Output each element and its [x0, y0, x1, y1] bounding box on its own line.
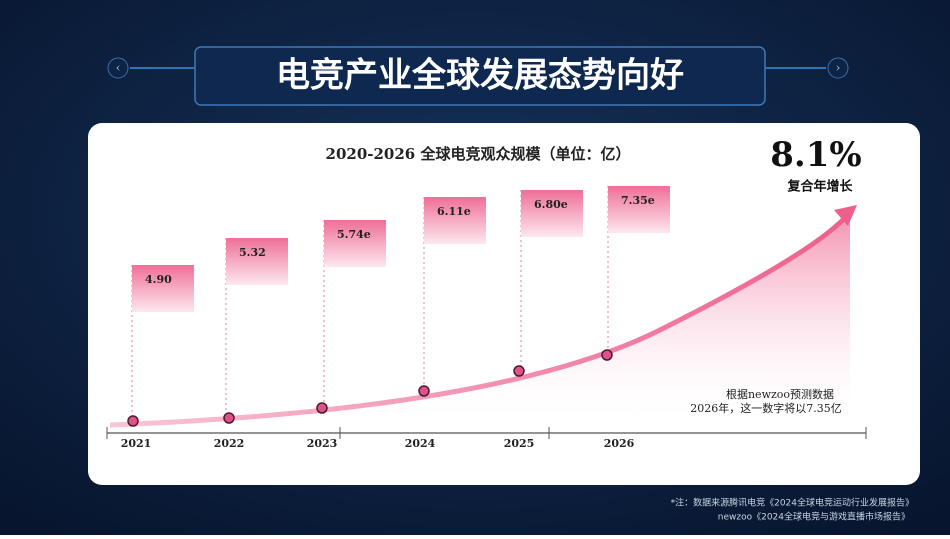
- point: [513, 365, 525, 377]
- growth: 8.1%: [770, 135, 861, 175]
- flag-label: 6.11e: [437, 205, 471, 218]
- next-button[interactable]: [827, 57, 849, 79]
- year: 2023: [307, 437, 338, 450]
- prev-icon: ‹: [116, 61, 121, 75]
- footnote: *注：数据来源腾讯电竞《2024全球电竞运动行业发展报告》: [671, 497, 914, 509]
- year: 2026: [604, 437, 635, 450]
- flag-label: 5.74e: [337, 228, 371, 241]
- point: [316, 402, 328, 414]
- point: [418, 385, 430, 397]
- point: [127, 415, 139, 427]
- title-box: [194, 46, 766, 106]
- year: 2025: [504, 437, 535, 450]
- flag: [132, 265, 194, 312]
- flag: [226, 238, 288, 285]
- flag: [424, 197, 486, 244]
- growth-label: 复合年增长: [786, 179, 853, 195]
- flag-label: 7.35e: [621, 194, 655, 207]
- flag-label: 6.80e: [534, 198, 568, 211]
- card-title: 2020-2026 全球电竞观众规模（单位：亿）: [326, 145, 631, 163]
- point: [223, 412, 235, 424]
- slide-title: 电竞产业全球发展态势向好: [276, 56, 684, 96]
- arrow-head: [834, 205, 857, 226]
- flag: [521, 190, 583, 237]
- year: 2024: [405, 437, 436, 450]
- flag: [324, 220, 386, 267]
- footnote: newzoo《2024全球电竞与游戏直播市场报告》: [718, 511, 910, 523]
- note: 根据newzoo预测数据: [726, 387, 834, 401]
- point: [601, 349, 613, 361]
- flag: [608, 186, 670, 233]
- year: 2021: [121, 437, 152, 450]
- next-icon: ›: [836, 61, 841, 75]
- flag-label: 5.32: [239, 246, 266, 259]
- year: 2022: [214, 437, 245, 450]
- area: [110, 212, 850, 425]
- prev-button[interactable]: [107, 57, 129, 79]
- note: 2026年，这一数字将以7.35亿: [690, 401, 842, 415]
- flag-label: 4.90: [145, 273, 172, 286]
- curve: [109, 210, 852, 428]
